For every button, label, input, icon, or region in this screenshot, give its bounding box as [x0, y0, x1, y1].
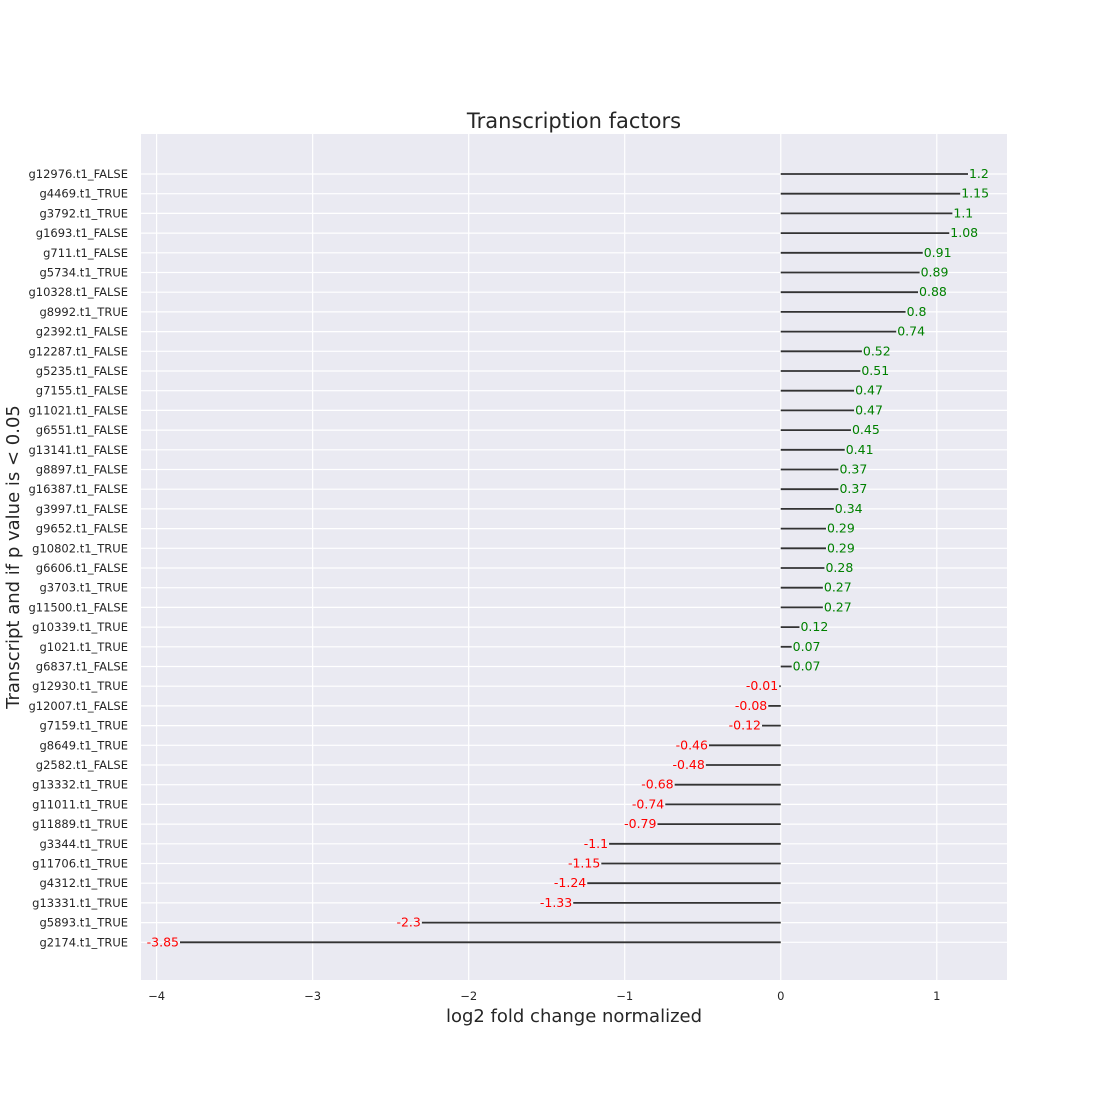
y-tick-label: g11706.t1_TRUE — [32, 857, 128, 871]
data-label: 0.37 — [839, 462, 867, 477]
data-label: 0.88 — [919, 284, 947, 299]
x-tick-label: −3 — [304, 989, 321, 1003]
data-label: 0.07 — [793, 659, 821, 674]
x-tick-label: 0 — [777, 989, 784, 1003]
y-tick-label: g10339.t1_TRUE — [32, 620, 128, 634]
data-label: 1.08 — [950, 225, 978, 240]
y-tick-label: g1021.t1_TRUE — [40, 640, 129, 654]
y-tick-label: g10328.t1_FALSE — [28, 285, 128, 299]
y-tick-label: g12930.t1_TRUE — [32, 679, 128, 693]
y-tick-label: g8992.t1_TRUE — [40, 305, 129, 319]
y-tick-label: g3792.t1_TRUE — [40, 206, 129, 220]
y-tick-label: g11021.t1_FALSE — [28, 403, 128, 417]
data-label: -0.08 — [735, 698, 767, 713]
data-label: 0.47 — [855, 402, 883, 417]
y-tick-label: g12287.t1_FALSE — [28, 344, 128, 358]
x-tick-label: −4 — [148, 989, 165, 1003]
y-tick-label: g11889.t1_TRUE — [32, 817, 128, 831]
y-tick-label: g13332.t1_TRUE — [32, 778, 128, 792]
y-tick-label: g3344.t1_TRUE — [40, 837, 129, 851]
data-label: 0.45 — [852, 422, 880, 437]
data-label: -1.24 — [554, 875, 586, 890]
y-tick-label: g13331.t1_TRUE — [32, 896, 128, 910]
y-tick-label: g4312.t1_TRUE — [40, 876, 129, 890]
y-tick-label: g7155.t1_FALSE — [36, 384, 128, 398]
data-label: 0.34 — [835, 501, 863, 516]
x-tick-label: −2 — [460, 989, 477, 1003]
y-tick-label: g2392.t1_FALSE — [36, 325, 128, 339]
y-tick-label: g2582.t1_FALSE — [36, 758, 128, 772]
data-label: -0.74 — [632, 796, 664, 811]
y-tick-label: g13141.t1_FALSE — [28, 443, 128, 457]
x-tick-label: −1 — [616, 989, 633, 1003]
y-tick-label: g16387.t1_FALSE — [28, 482, 128, 496]
y-tick-label: g6837.t1_FALSE — [36, 660, 128, 674]
data-label: -1.33 — [540, 895, 572, 910]
data-label: 0.07 — [793, 639, 821, 654]
data-label: 0.52 — [863, 343, 891, 358]
data-label: 0.29 — [827, 540, 855, 555]
y-tick-label: g3997.t1_FALSE — [36, 502, 128, 516]
data-label: -1.15 — [568, 856, 600, 871]
data-label: 1.1 — [953, 205, 973, 220]
data-label: -0.48 — [673, 757, 705, 772]
y-tick-label: g12976.t1_FALSE — [28, 167, 128, 181]
y-tick-label: g8897.t1_FALSE — [36, 463, 128, 477]
y-tick-label: g9652.t1_FALSE — [36, 522, 128, 536]
data-label: -3.85 — [147, 934, 179, 949]
y-tick-label: g6606.t1_FALSE — [36, 561, 128, 575]
y-axis-label: Transcript and if p value is < 0.05 — [3, 405, 24, 710]
y-tick-label: g711.t1_FALSE — [43, 246, 128, 260]
x-tick-label: 1 — [933, 989, 940, 1003]
x-axis-label: log2 fold change normalized — [446, 1006, 702, 1027]
y-tick-label: g1693.t1_FALSE — [36, 226, 128, 240]
data-label: -0.01 — [746, 678, 778, 693]
y-tick-label: g2174.t1_TRUE — [40, 935, 129, 949]
y-tick-label: g12007.t1_FALSE — [28, 699, 128, 713]
y-tick-label: g8649.t1_TRUE — [40, 738, 129, 752]
data-label: 0.89 — [921, 265, 949, 280]
data-label: 1.2 — [969, 166, 989, 181]
data-label: 0.41 — [846, 442, 874, 457]
data-label: 0.27 — [824, 580, 852, 595]
y-tick-label: g5235.t1_FALSE — [36, 364, 128, 378]
data-label: -0.79 — [624, 816, 656, 831]
y-tick-label: g11500.t1_FALSE — [28, 600, 128, 614]
data-label: 0.29 — [827, 521, 855, 536]
data-label: -1.1 — [584, 836, 608, 851]
data-label: 0.51 — [861, 363, 889, 378]
data-label: 0.37 — [839, 481, 867, 496]
data-label: -0.68 — [641, 777, 673, 792]
data-label: 0.8 — [907, 304, 927, 319]
y-tick-label: g3703.t1_TRUE — [40, 581, 129, 595]
y-tick-label: g10802.t1_TRUE — [32, 541, 128, 555]
chart-title: Transcription factors — [466, 109, 681, 133]
data-label: 0.74 — [897, 324, 925, 339]
y-tick-label: g5893.t1_TRUE — [40, 916, 129, 930]
data-label: -2.3 — [396, 915, 420, 930]
data-label: 0.28 — [825, 560, 853, 575]
y-tick-label: g4469.t1_TRUE — [40, 187, 129, 201]
data-label: -0.46 — [676, 737, 708, 752]
data-label: 0.27 — [824, 599, 852, 614]
data-label: 0.12 — [800, 619, 828, 634]
y-tick-label: g5734.t1_TRUE — [40, 266, 129, 280]
data-label: 0.47 — [855, 383, 883, 398]
plot-background — [141, 134, 1007, 980]
y-tick-label: g6551.t1_FALSE — [36, 423, 128, 437]
data-label: -0.12 — [729, 718, 761, 733]
y-tick-label: g7159.t1_TRUE — [40, 719, 129, 733]
data-label: 0.91 — [924, 245, 952, 260]
y-tick-label: g11011.t1_TRUE — [32, 797, 128, 811]
data-label: 1.15 — [961, 186, 989, 201]
